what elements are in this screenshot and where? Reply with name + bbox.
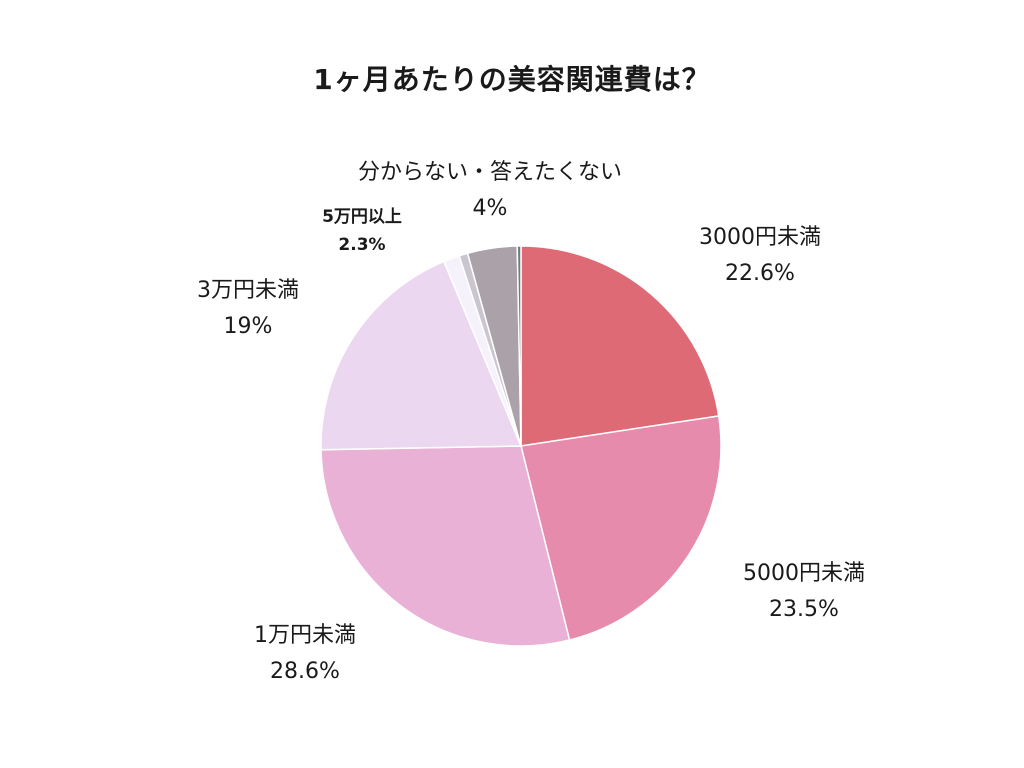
slice-label: 1万円未満 [254, 623, 356, 648]
slice-value: 4% [472, 196, 508, 221]
slice-value: 22.6% [725, 261, 795, 286]
pie-slice-3 [320, 260, 523, 451]
pie-slice-0 [520, 245, 720, 447]
slice-label: 3万円未満 [197, 278, 299, 303]
slice-value: 19% [223, 314, 273, 339]
label-50000-plus: 5万円以上 2.3% [322, 203, 402, 259]
label-5000: 5000円未満 23.5% [743, 556, 865, 628]
slice-value: 2.3% [338, 235, 386, 255]
slice-label: 分からない・答えたくない [357, 160, 623, 185]
label-30000: 3万円未満 19% [197, 273, 299, 345]
chart-title: 1ヶ月あたりの美容関連費は？ [313, 63, 711, 96]
slice-label: 3000円未満 [699, 225, 821, 250]
pie-slice-2 [320, 445, 571, 647]
label-10000: 1万円未満 28.6% [254, 618, 356, 690]
label-unknown: 分からない・答えたくない 4% [358, 155, 622, 227]
slice-label: 5000円未満 [743, 561, 865, 586]
slice-value: 23.5% [769, 597, 839, 622]
label-3000: 3000円未満 22.6% [699, 220, 821, 292]
slice-label: 5万円以上 [322, 207, 402, 227]
pie-slice-1 [520, 415, 722, 641]
pie-slice-7 [516, 245, 522, 447]
slice-value: 28.6% [270, 659, 340, 684]
